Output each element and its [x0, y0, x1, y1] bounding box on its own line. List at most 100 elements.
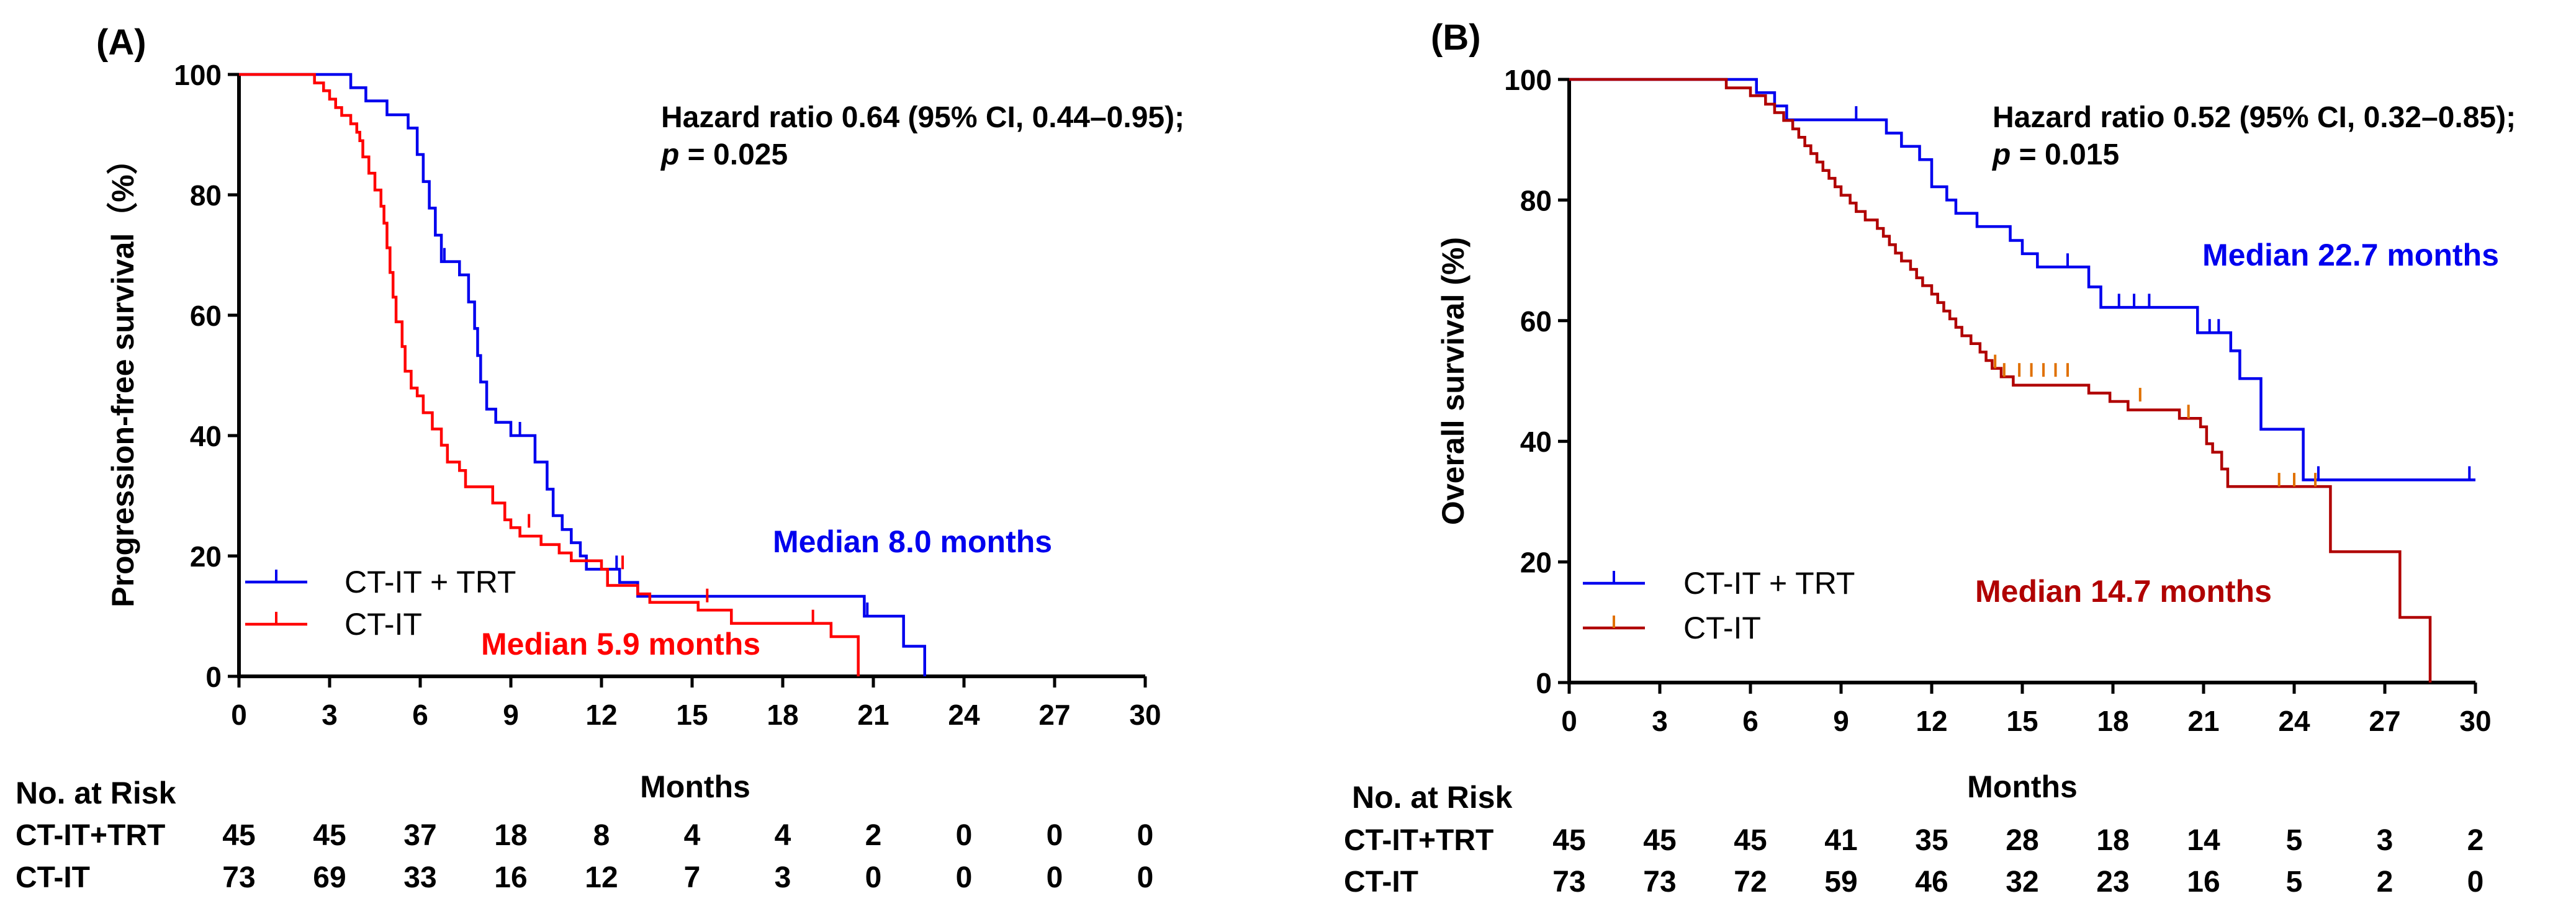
x-tick-label: 15	[676, 699, 708, 731]
risk-count: 46	[1915, 866, 1948, 898]
p-value: = 0.025	[679, 138, 788, 171]
km-curve-ct-it	[239, 73, 860, 676]
risk-count: 41	[1824, 824, 1857, 857]
y-tick-label: 60	[1520, 305, 1552, 338]
risk-count: 3	[2377, 824, 2394, 857]
risk-count: 45	[1643, 824, 1676, 857]
hazard-ratio-text: Hazard ratio 0.64 (95% CI, 0.44–0.95);	[661, 101, 1184, 134]
risk-table-title: No. at Risk	[1352, 780, 1513, 815]
risk-count: 2	[2377, 866, 2394, 898]
y-tick-label: 0	[1536, 667, 1552, 699]
risk-count: 8	[593, 819, 610, 852]
risk-count: 18	[2096, 824, 2129, 857]
median-label-ct-it-trt: Median 8.0 months	[773, 524, 1052, 559]
y-tick-label: 40	[190, 420, 222, 452]
x-tick-label: 21	[857, 699, 889, 731]
risk-count: 69	[313, 861, 346, 894]
legend-label-ct-it: CT-IT	[1683, 611, 1761, 645]
median-label-ct-it: Median 14.7 months	[1975, 574, 2272, 609]
risk-count: 5	[2286, 866, 2303, 898]
risk-count: 32	[2006, 866, 2038, 898]
risk-count: 4	[684, 819, 701, 852]
y-tick-label: 20	[190, 540, 222, 573]
y-tick-label: 100	[174, 59, 222, 91]
risk-count: 4	[775, 819, 791, 852]
risk-row-label: CT-IT	[1344, 866, 1418, 898]
x-tick-label: 27	[1038, 699, 1070, 731]
p-symbol: p	[660, 138, 679, 171]
risk-count: 2	[2467, 824, 2484, 857]
x-tick-label: 15	[2006, 705, 2038, 737]
risk-count: 0	[956, 861, 973, 894]
x-axis-title: Months	[640, 769, 750, 804]
y-tick-label: 0	[205, 661, 222, 693]
risk-count: 73	[1552, 866, 1585, 898]
x-tick-label: 12	[585, 699, 617, 731]
y-axis-title: Overall survival (%)	[1436, 237, 1470, 525]
y-tick-label: 80	[1520, 184, 1552, 217]
x-tick-label: 18	[2097, 705, 2128, 737]
x-tick-label: 9	[1833, 705, 1849, 737]
panel-label: (B)	[1431, 17, 1481, 58]
x-tick-label: 30	[2459, 705, 2491, 737]
risk-count: 45	[222, 819, 255, 852]
x-tick-label: 30	[1129, 699, 1161, 731]
risk-count: 33	[403, 861, 436, 894]
km-curve-ct-it-trt	[1569, 78, 2475, 482]
risk-count: 18	[494, 819, 527, 852]
x-axis-title: Months	[1967, 769, 2078, 804]
x-tick-label: 9	[503, 699, 519, 731]
x-tick-label: 6	[412, 699, 428, 731]
y-tick-label: 20	[1520, 547, 1552, 579]
risk-count: 73	[222, 861, 255, 894]
risk-count: 0	[1137, 861, 1154, 894]
y-tick-label: 80	[190, 179, 222, 212]
risk-row-label: CT-IT+TRT	[1344, 824, 1493, 857]
risk-count: 37	[403, 819, 436, 852]
y-axis-title: Progression-free survival（%）	[106, 143, 140, 607]
risk-count: 35	[1915, 824, 1948, 857]
legend-label-ct-it: CT-IT	[345, 607, 422, 642]
p-value-text: p = 0.025	[660, 138, 788, 171]
x-tick-label: 0	[231, 699, 247, 731]
risk-table-title: No. at Risk	[16, 776, 176, 810]
risk-count: 59	[1824, 866, 1857, 898]
panel-label: (A)	[96, 22, 146, 63]
risk-count: 45	[1734, 824, 1767, 857]
legend-label-ct-it-trt: CT-IT + TRT	[345, 565, 516, 599]
risk-count: 45	[1552, 824, 1585, 857]
x-tick-label: 24	[2278, 705, 2310, 737]
p-value: = 0.015	[2011, 138, 2119, 171]
risk-count: 0	[1047, 861, 1063, 894]
risk-count: 16	[494, 861, 527, 894]
x-tick-label: 21	[2187, 705, 2219, 737]
risk-count: 73	[1643, 866, 1676, 898]
y-tick-label: 100	[1504, 64, 1552, 96]
risk-count: 0	[1047, 819, 1063, 852]
risk-count: 0	[865, 861, 882, 894]
median-label-ct-it-trt: Median 22.7 months	[2202, 238, 2499, 272]
x-tick-label: 3	[1652, 705, 1668, 737]
y-tick-label: 60	[190, 300, 222, 332]
risk-count: 5	[2286, 824, 2303, 857]
x-tick-label: 6	[1742, 705, 1759, 737]
risk-row-label: CT-IT+TRT	[16, 819, 165, 852]
risk-count: 0	[956, 819, 973, 852]
risk-count: 72	[1734, 866, 1767, 898]
p-symbol: p	[1991, 138, 2011, 171]
km-curve-ct-it-trt	[239, 73, 926, 676]
p-value-text: p = 0.015	[1991, 138, 2119, 171]
x-tick-label: 24	[948, 699, 980, 731]
km-curve-ct-it	[1569, 78, 2432, 683]
x-tick-label: 0	[1561, 705, 1577, 737]
risk-count: 14	[2187, 824, 2220, 857]
x-tick-label: 18	[767, 699, 798, 731]
risk-count: 45	[313, 819, 346, 852]
risk-count: 0	[1137, 819, 1154, 852]
risk-count: 16	[2187, 866, 2220, 898]
y-tick-label: 40	[1520, 426, 1552, 458]
risk-count: 2	[865, 819, 882, 852]
risk-count: 7	[684, 861, 701, 894]
